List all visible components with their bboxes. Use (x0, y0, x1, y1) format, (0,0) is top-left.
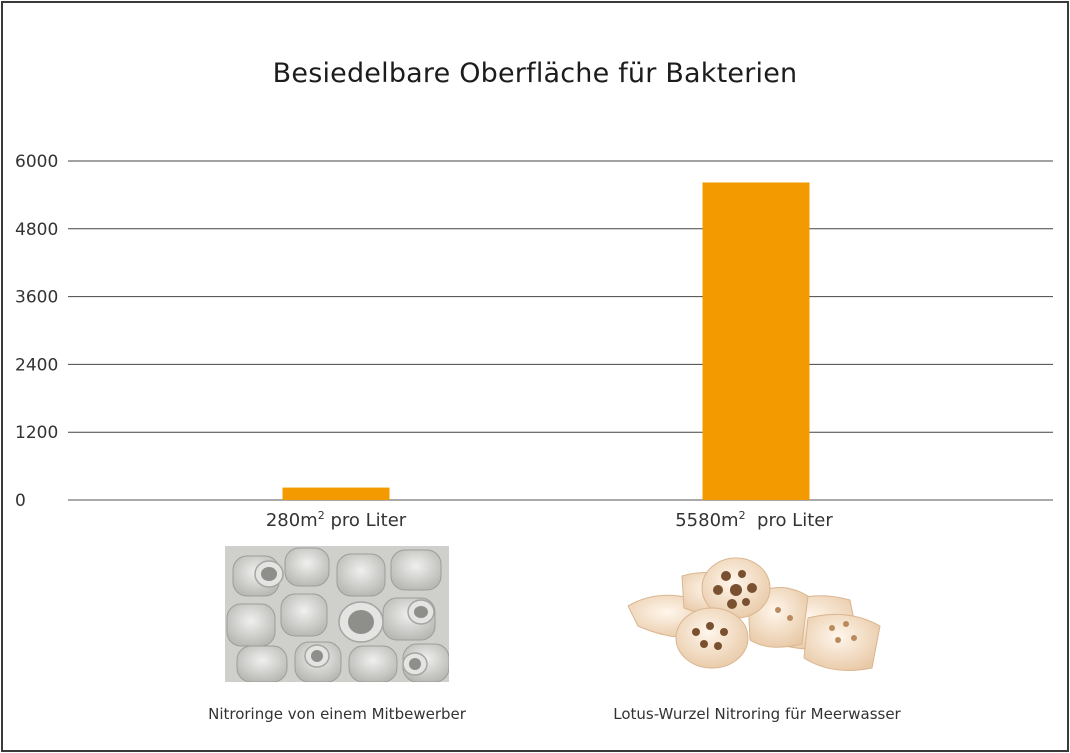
caption-lotus: Lotus-Wurzel Nitroring für Meerwasser (613, 705, 901, 723)
bar-1 (702, 182, 810, 500)
ceramic-rings-illustration (225, 546, 449, 682)
y-tick-label-1200: 1200 (15, 423, 58, 443)
nitro-rings-photo (225, 546, 449, 682)
chart-title: Besiedelbare Oberfläche für Bakterien (272, 58, 798, 89)
category-label-competitor: 280m2 pro Liter (265, 509, 407, 531)
y-tick-label-0: 0 (15, 491, 26, 511)
y-tick-label-2400: 2400 (15, 355, 58, 375)
y-tick-label-6000: 6000 (15, 152, 58, 172)
bar-0 (282, 487, 390, 500)
lotus-rings-illustration (627, 557, 881, 671)
caption-competitor: Nitroringe von einem Mitbewerber (208, 705, 466, 723)
category-label-lotus: 5580m2 pro Liter (675, 509, 833, 531)
y-tick-label-3600: 3600 (15, 288, 58, 308)
lotus-root-rings-photo (618, 548, 894, 680)
y-tick-label-4800: 4800 (15, 220, 58, 240)
